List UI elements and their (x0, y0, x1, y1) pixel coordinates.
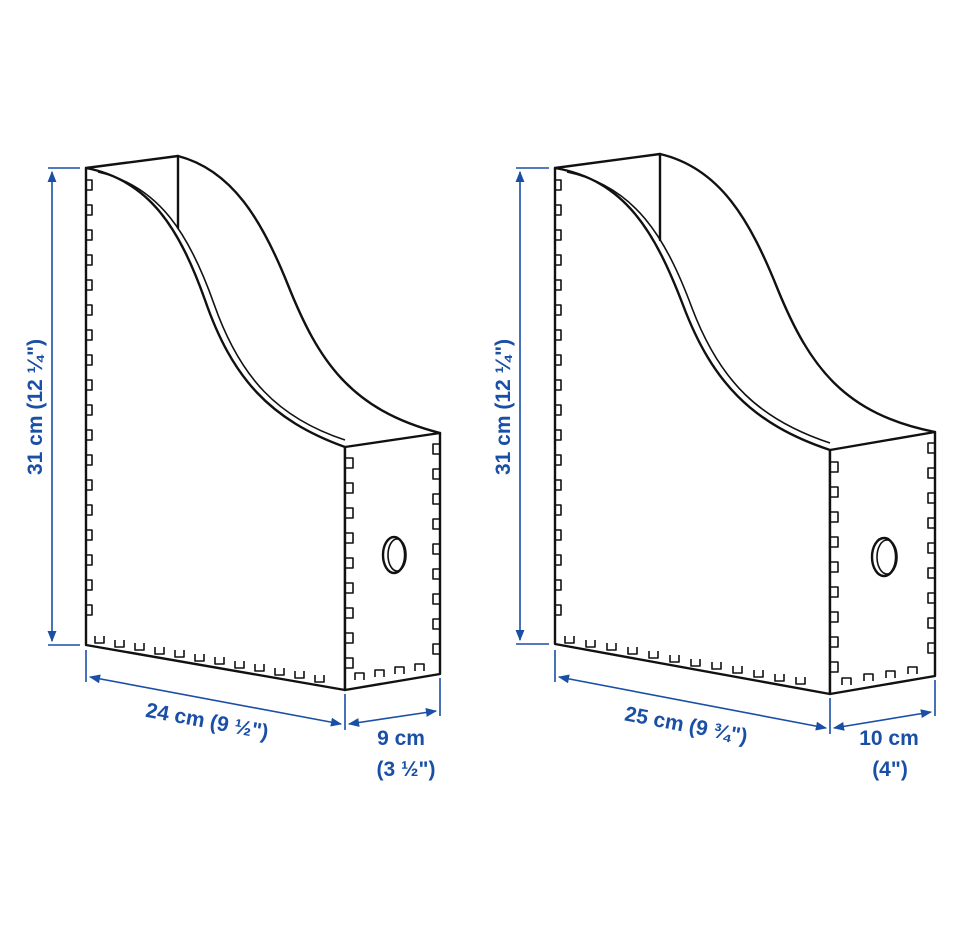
magazine-file-left (84, 154, 442, 692)
depth-label-right-line2: (4") (872, 758, 908, 781)
depth-label-left-line1: 9 cm (377, 727, 425, 750)
length-label-left: 24 cm (9 ½") (144, 699, 270, 744)
dimension-lines-right (515, 167, 936, 734)
depth-label-left-line2: (3 ½") (377, 758, 436, 781)
magazine-file-right (553, 152, 937, 696)
height-label-right: 31 cm (12 ¼") (492, 339, 515, 475)
depth-label-right-line1: 10 cm (859, 727, 919, 750)
dimension-lines-left (47, 167, 441, 730)
height-label-left: 31 cm (12 ¼") (24, 339, 47, 475)
